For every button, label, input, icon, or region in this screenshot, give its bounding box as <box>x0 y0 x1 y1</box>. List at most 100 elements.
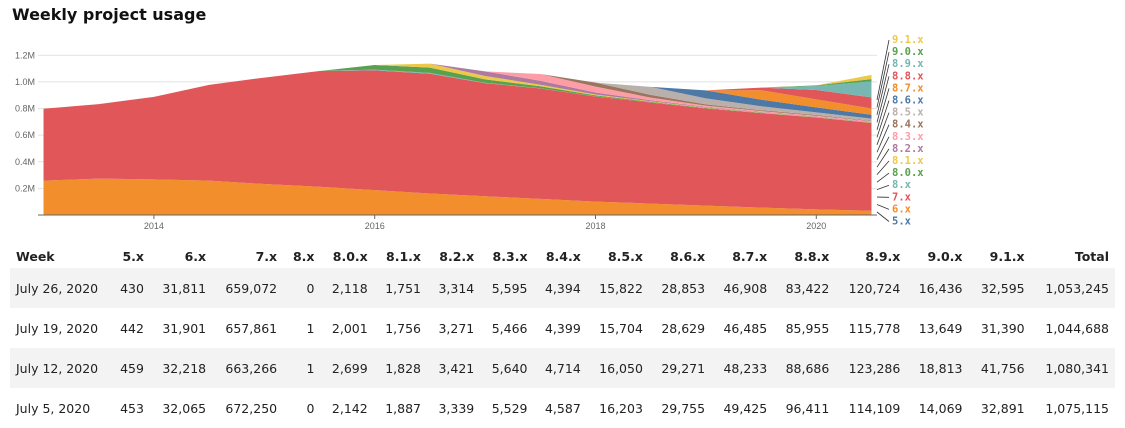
column-header: 8.2.x <box>427 244 480 268</box>
count-cell: 16,050 <box>587 348 649 388</box>
count-cell: 14,069 <box>906 388 968 428</box>
column-header: 8.4.x <box>534 244 587 268</box>
count-cell: 120,724 <box>835 268 906 308</box>
week-cell: July 26, 2020 <box>10 268 110 308</box>
column-header: 5.x <box>110 244 150 268</box>
count-cell: 114,109 <box>835 388 906 428</box>
count-cell: 29,271 <box>649 348 711 388</box>
legend-leader-line <box>877 149 889 167</box>
count-cell: 0 <box>283 388 320 428</box>
legend-label: 8.0.x <box>892 167 924 179</box>
count-cell: 2,142 <box>320 388 373 428</box>
count-cell: 15,822 <box>587 268 649 308</box>
count-cell: 5,595 <box>480 268 533 308</box>
legend-label: 8.3.x <box>892 131 924 143</box>
count-cell: 96,411 <box>773 388 835 428</box>
count-cell: 32,065 <box>150 388 212 428</box>
count-cell: 442 <box>110 308 150 348</box>
count-cell: 15,704 <box>587 308 649 348</box>
count-cell: 1,751 <box>374 268 427 308</box>
count-cell: 430 <box>110 268 150 308</box>
column-header: Week <box>10 244 110 268</box>
column-header: 8.5.x <box>587 244 649 268</box>
x-tick-label: 2018 <box>585 221 605 231</box>
y-tick-label: 1.2M <box>15 50 35 60</box>
count-cell: 657,861 <box>212 308 283 348</box>
count-cell: 1,756 <box>374 308 427 348</box>
count-cell: 16,203 <box>587 388 649 428</box>
count-cell: 29,755 <box>649 388 711 428</box>
count-cell: 28,629 <box>649 308 711 348</box>
legend-leader-line <box>877 185 889 189</box>
count-cell: 1,075,115 <box>1031 388 1115 428</box>
count-cell: 46,485 <box>711 308 773 348</box>
x-tick-label: 2014 <box>144 221 164 231</box>
count-cell: 18,813 <box>906 348 968 388</box>
count-cell: 32,218 <box>150 348 212 388</box>
legend-label: 8.2.x <box>892 143 924 155</box>
column-header: Total <box>1031 244 1115 268</box>
column-header: 8.7.x <box>711 244 773 268</box>
count-cell: 48,233 <box>711 348 773 388</box>
week-cell: July 12, 2020 <box>10 348 110 388</box>
legend-label: 8.5.x <box>892 107 924 119</box>
count-cell: 41,756 <box>968 348 1030 388</box>
y-tick-label: 0.8M <box>15 104 35 114</box>
column-header: 6.x <box>150 244 212 268</box>
legend-leader-line <box>877 88 889 129</box>
y-tick-label: 0.6M <box>15 130 35 140</box>
count-cell: 31,901 <box>150 308 212 348</box>
count-cell: 4,394 <box>534 268 587 308</box>
count-cell: 4,399 <box>534 308 587 348</box>
count-cell: 459 <box>110 348 150 388</box>
count-cell: 2,699 <box>320 348 373 388</box>
count-cell: 1,080,341 <box>1031 348 1115 388</box>
legend-label: 5.x <box>892 216 912 228</box>
count-cell: 1 <box>283 348 320 388</box>
count-cell: 3,314 <box>427 268 480 308</box>
count-cell: 2,001 <box>320 308 373 348</box>
count-cell: 85,955 <box>773 308 835 348</box>
count-cell: 5,640 <box>480 348 533 388</box>
column-header: 8.3.x <box>480 244 533 268</box>
y-tick-label: 1.0M <box>15 77 35 87</box>
chart-areas <box>44 64 872 215</box>
count-cell: 1 <box>283 308 320 348</box>
count-cell: 4,714 <box>534 348 587 388</box>
legend-label: 8.7.x <box>892 82 924 94</box>
count-cell: 3,339 <box>427 388 480 428</box>
column-header: 8.9.x <box>835 244 906 268</box>
legend-leader-line <box>877 173 889 182</box>
count-cell: 83,422 <box>773 268 835 308</box>
column-header: 9.1.x <box>968 244 1030 268</box>
count-cell: 4,587 <box>534 388 587 428</box>
column-header: 8.x <box>283 244 320 268</box>
count-cell: 453 <box>110 388 150 428</box>
count-cell: 32,595 <box>968 268 1030 308</box>
y-axis-ticks: 0.2M0.4M0.6M0.8M1.0M1.2M <box>15 50 35 193</box>
x-tick-label: 2016 <box>365 221 385 231</box>
count-cell: 3,421 <box>427 348 480 388</box>
column-header: 7.x <box>212 244 283 268</box>
count-cell: 13,649 <box>906 308 968 348</box>
legend-label: 8.1.x <box>892 155 924 167</box>
count-cell: 1,053,245 <box>1031 268 1115 308</box>
column-header: 9.0.x <box>906 244 968 268</box>
legend-leader-line <box>877 205 889 210</box>
column-header: 8.6.x <box>649 244 711 268</box>
legend-label: 8.8.x <box>892 70 924 82</box>
column-header: 8.0.x <box>320 244 373 268</box>
count-cell: 659,072 <box>212 268 283 308</box>
count-cell: 49,425 <box>711 388 773 428</box>
legend-label: 9.1.x <box>892 34 924 46</box>
page-title: Weekly project usage <box>12 5 206 24</box>
week-cell: July 19, 2020 <box>10 308 110 348</box>
chart-legend: 9.1.x9.0.x8.9.x8.8.x8.7.x8.6.x8.5.x8.4.x… <box>877 34 924 228</box>
count-cell: 0 <box>283 268 320 308</box>
count-cell: 31,390 <box>968 308 1030 348</box>
y-tick-label: 0.4M <box>15 157 35 167</box>
